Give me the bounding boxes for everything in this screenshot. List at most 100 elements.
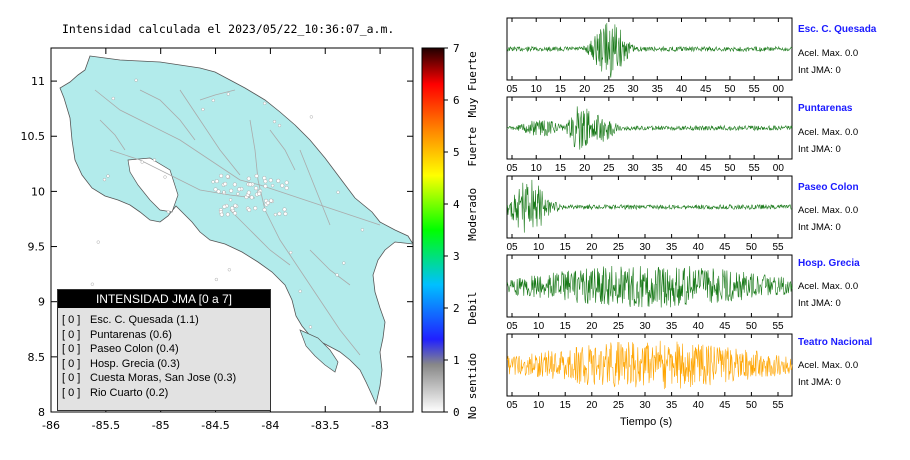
- colorbar-tick-label: 3: [453, 250, 460, 263]
- time-tick-label: 00: [773, 84, 785, 95]
- time-tick-label: 10: [531, 163, 543, 174]
- town-dot: [90, 282, 94, 286]
- waveform: [506, 265, 793, 308]
- time-tick-label: 35: [666, 242, 678, 253]
- town-dot: [214, 179, 219, 184]
- time-axis-label: Tiempo (s): [620, 416, 673, 428]
- time-tick-label: 35: [666, 400, 678, 411]
- time-tick-label: 05: [506, 242, 518, 253]
- station-name-quesada: Esc. C. Quesada: [798, 24, 877, 35]
- time-tick-label: 05: [506, 84, 518, 95]
- town-dot: [230, 206, 235, 211]
- legend-item: [ 0 ] Hosp. Grecia (0.3): [62, 357, 180, 370]
- y-tick-label: 8: [38, 406, 45, 419]
- station-acel: Acel. Max. 0.0: [798, 205, 859, 216]
- colorbar-tick-label: 5: [453, 146, 460, 159]
- time-tick-label: 40: [676, 84, 688, 95]
- town-dot: [308, 325, 313, 329]
- colorbar-category: No sentido: [466, 353, 479, 419]
- town-dot: [236, 192, 240, 196]
- x-tick-label: -84.5: [201, 419, 229, 432]
- town-dot: [106, 174, 110, 178]
- x-tick-label: -85.5: [92, 419, 120, 432]
- station-jma: Int JMA: 0: [798, 298, 841, 309]
- time-tick-label: 40: [693, 400, 705, 411]
- town-dot: [216, 189, 221, 194]
- legend-item: [ 0 ] Paseo Colon (0.4): [62, 343, 179, 355]
- time-tick-label: 55: [772, 242, 784, 253]
- town-dot: [249, 195, 254, 200]
- colorbar-tick-label: 0: [453, 406, 460, 419]
- time-tick-label: 10: [533, 321, 545, 332]
- map-title: Intensidad calculada el 2023/05/22_10:36…: [62, 22, 395, 36]
- town-dot: [289, 250, 293, 255]
- town-dot: [271, 184, 275, 188]
- town-dot: [229, 188, 234, 193]
- legend-item: [ 0 ] Puntarenas (0.6): [62, 328, 172, 341]
- station-name-teatro: Teatro Nacional: [798, 337, 873, 348]
- station-acel: Acel. Max. 0.0: [798, 360, 859, 371]
- x-tick-label: -84: [261, 419, 279, 432]
- colorbar-tick-label: 2: [453, 302, 460, 315]
- time-tick-label: 35: [666, 321, 678, 332]
- station-jma: Int JMA: 0: [798, 222, 841, 233]
- gulf-shape: [127, 157, 179, 213]
- x-tick-label: -83: [371, 419, 389, 432]
- time-tick-label: 20: [586, 321, 598, 332]
- station-jma: Int JMA: 0: [798, 144, 841, 155]
- time-tick-label: 00: [773, 163, 785, 174]
- town-dot: [219, 173, 224, 178]
- town-dot: [227, 268, 231, 272]
- time-tick-label: 10: [533, 242, 545, 253]
- colorbar-tick-label: 7: [453, 42, 460, 55]
- town-dot: [213, 187, 218, 192]
- town-dot: [226, 92, 230, 96]
- station-name-grecia: Hosp. Grecia: [798, 258, 860, 269]
- town-dot: [273, 213, 277, 217]
- time-tick-label: 20: [586, 242, 598, 253]
- town-dot: [284, 185, 289, 190]
- station-jma: Int JMA: 0: [798, 65, 841, 76]
- colorbar-category: Muy Fuerte: [466, 51, 479, 117]
- colorbar-category: Fuerte: [466, 127, 479, 167]
- town-dot: [298, 289, 302, 293]
- seismogram-panel: 05 10 15 20 25 30 35 40 45 50 55: [506, 175, 793, 253]
- town-dot: [211, 180, 215, 184]
- colorbar-category: Moderado: [466, 188, 479, 241]
- time-tick-label: 35: [652, 84, 664, 95]
- town-dot: [262, 176, 267, 181]
- town-dot: [254, 173, 259, 178]
- town-dot: [152, 158, 157, 162]
- time-tick-label: 50: [724, 163, 736, 174]
- time-tick-label: 40: [693, 321, 705, 332]
- town-dot: [257, 191, 262, 196]
- legend-item: [ 0 ] Cuesta Moras, San Jose (0.3): [62, 372, 237, 384]
- colorbar-tick-label: 4: [453, 198, 460, 211]
- waveform: [507, 340, 793, 390]
- town-dot: [276, 178, 281, 183]
- time-tick-label: 50: [724, 84, 736, 95]
- town-dot: [263, 179, 268, 184]
- colorbar-category: Debil: [466, 291, 479, 324]
- town-dot: [111, 96, 115, 101]
- x-tick-label: -83.5: [311, 419, 339, 432]
- station-acel: Acel. Max. 0.0: [798, 127, 859, 138]
- town-dot: [247, 207, 252, 212]
- time-tick-label: 40: [676, 163, 688, 174]
- station-acel: Acel. Max. 0.0: [798, 281, 859, 292]
- time-tick-label: 05: [506, 400, 518, 411]
- time-tick-label: 05: [506, 163, 518, 174]
- waveform: [506, 179, 793, 233]
- intensity-legend: INTENSIDAD JMA [0 a 7] [ 0 ] Esc. C. Ques…: [57, 289, 271, 411]
- town-dot: [282, 207, 287, 212]
- town-dot: [237, 187, 242, 192]
- seismogram-panels: 05 10 15 20 25 30 35 40 45 50 55 00 05 10 15 20 25 30 35 40…: [506, 17, 793, 411]
- time-tick-label: 55: [772, 321, 784, 332]
- time-tick-label: 55: [749, 163, 761, 174]
- time-tick-label: 15: [560, 321, 572, 332]
- time-tick-label: 50: [746, 321, 758, 332]
- time-tick-label: 40: [693, 242, 705, 253]
- time-tick-label: 15: [555, 84, 567, 95]
- panel-frame: [506, 96, 793, 160]
